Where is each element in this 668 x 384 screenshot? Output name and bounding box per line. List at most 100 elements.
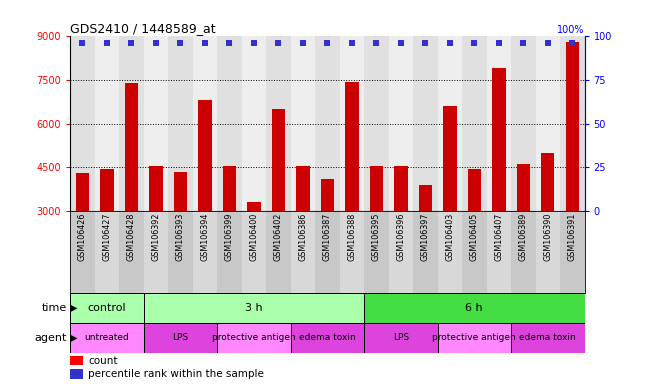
Bar	[75, 173, 89, 211]
Bar	[192, 36, 217, 211]
Bar	[389, 211, 413, 293]
Bar	[511, 211, 536, 293]
Text: GSM106391: GSM106391	[568, 213, 576, 261]
Bar	[168, 36, 192, 211]
Point	[126, 40, 137, 46]
Text: GSM106403: GSM106403	[446, 213, 454, 261]
Bar	[364, 293, 584, 323]
Point	[347, 40, 357, 46]
Point	[444, 40, 455, 46]
Text: GSM106390: GSM106390	[543, 213, 552, 261]
Bar	[247, 202, 261, 211]
Text: LPS: LPS	[172, 333, 188, 343]
Point	[273, 40, 284, 46]
Text: control: control	[88, 303, 126, 313]
Bar	[443, 106, 456, 211]
Bar	[369, 166, 383, 211]
Bar	[566, 42, 579, 211]
Text: GSM106397: GSM106397	[421, 213, 430, 261]
Bar	[438, 36, 462, 211]
Bar	[266, 36, 291, 211]
Bar	[125, 83, 138, 211]
Bar	[364, 36, 389, 211]
Bar	[486, 36, 511, 211]
Bar	[272, 109, 285, 211]
Bar	[174, 172, 187, 211]
Bar	[468, 169, 481, 211]
Bar	[536, 211, 560, 293]
Bar	[315, 211, 339, 293]
Bar	[516, 164, 530, 211]
Text: 6 h: 6 h	[466, 303, 483, 313]
Bar	[198, 101, 212, 211]
Bar	[70, 293, 144, 323]
Bar	[168, 211, 192, 293]
Bar	[222, 166, 236, 211]
Point	[518, 40, 528, 46]
Bar	[339, 211, 364, 293]
Bar	[266, 211, 291, 293]
Bar	[492, 68, 506, 211]
Text: LPS: LPS	[393, 333, 409, 343]
Point	[469, 40, 480, 46]
Bar	[144, 323, 217, 353]
Bar	[217, 36, 242, 211]
Bar	[321, 179, 334, 211]
Bar	[192, 211, 217, 293]
Bar	[413, 36, 438, 211]
Bar	[419, 185, 432, 211]
Point	[371, 40, 381, 46]
Text: GSM106395: GSM106395	[372, 213, 381, 261]
Text: edema toxin: edema toxin	[299, 333, 355, 343]
Text: GSM106427: GSM106427	[102, 213, 112, 261]
Text: GDS2410 / 1448589_at: GDS2410 / 1448589_at	[70, 22, 216, 35]
Bar	[144, 293, 364, 323]
Bar	[511, 323, 584, 353]
Text: GSM106405: GSM106405	[470, 213, 479, 261]
Point	[77, 40, 88, 46]
Bar	[144, 36, 168, 211]
Bar	[70, 211, 95, 293]
Bar	[291, 211, 315, 293]
Point	[322, 40, 333, 46]
Bar	[70, 323, 144, 353]
Bar	[291, 36, 315, 211]
Bar	[70, 36, 95, 211]
Bar	[119, 211, 144, 293]
Text: count: count	[88, 356, 118, 366]
Point	[567, 40, 578, 46]
Point	[150, 40, 161, 46]
Point	[542, 40, 553, 46]
Bar	[389, 36, 413, 211]
Text: GSM106400: GSM106400	[249, 213, 259, 261]
Text: GSM106392: GSM106392	[152, 213, 160, 261]
Bar	[296, 166, 309, 211]
Point	[200, 40, 210, 46]
Text: GSM106388: GSM106388	[347, 213, 356, 261]
Bar	[149, 166, 162, 211]
Point	[420, 40, 431, 46]
Text: ▶: ▶	[69, 333, 77, 343]
Point	[224, 40, 234, 46]
Text: GSM106387: GSM106387	[323, 213, 332, 261]
Bar	[242, 36, 266, 211]
Bar	[462, 36, 486, 211]
Bar	[339, 36, 364, 211]
Text: protective antigen: protective antigen	[432, 333, 516, 343]
Bar	[438, 211, 462, 293]
Bar	[100, 169, 114, 211]
Point	[175, 40, 186, 46]
Text: GSM106396: GSM106396	[396, 213, 405, 261]
Bar	[95, 211, 119, 293]
Bar	[541, 153, 554, 211]
Bar	[462, 211, 486, 293]
Bar	[560, 36, 584, 211]
Bar	[511, 36, 536, 211]
Text: GSM106393: GSM106393	[176, 213, 185, 261]
Text: edema toxin: edema toxin	[520, 333, 576, 343]
Bar	[291, 323, 364, 353]
Text: 100%: 100%	[557, 25, 584, 35]
Text: untreated: untreated	[85, 333, 129, 343]
Bar	[70, 369, 83, 379]
Text: GSM106407: GSM106407	[494, 213, 503, 261]
